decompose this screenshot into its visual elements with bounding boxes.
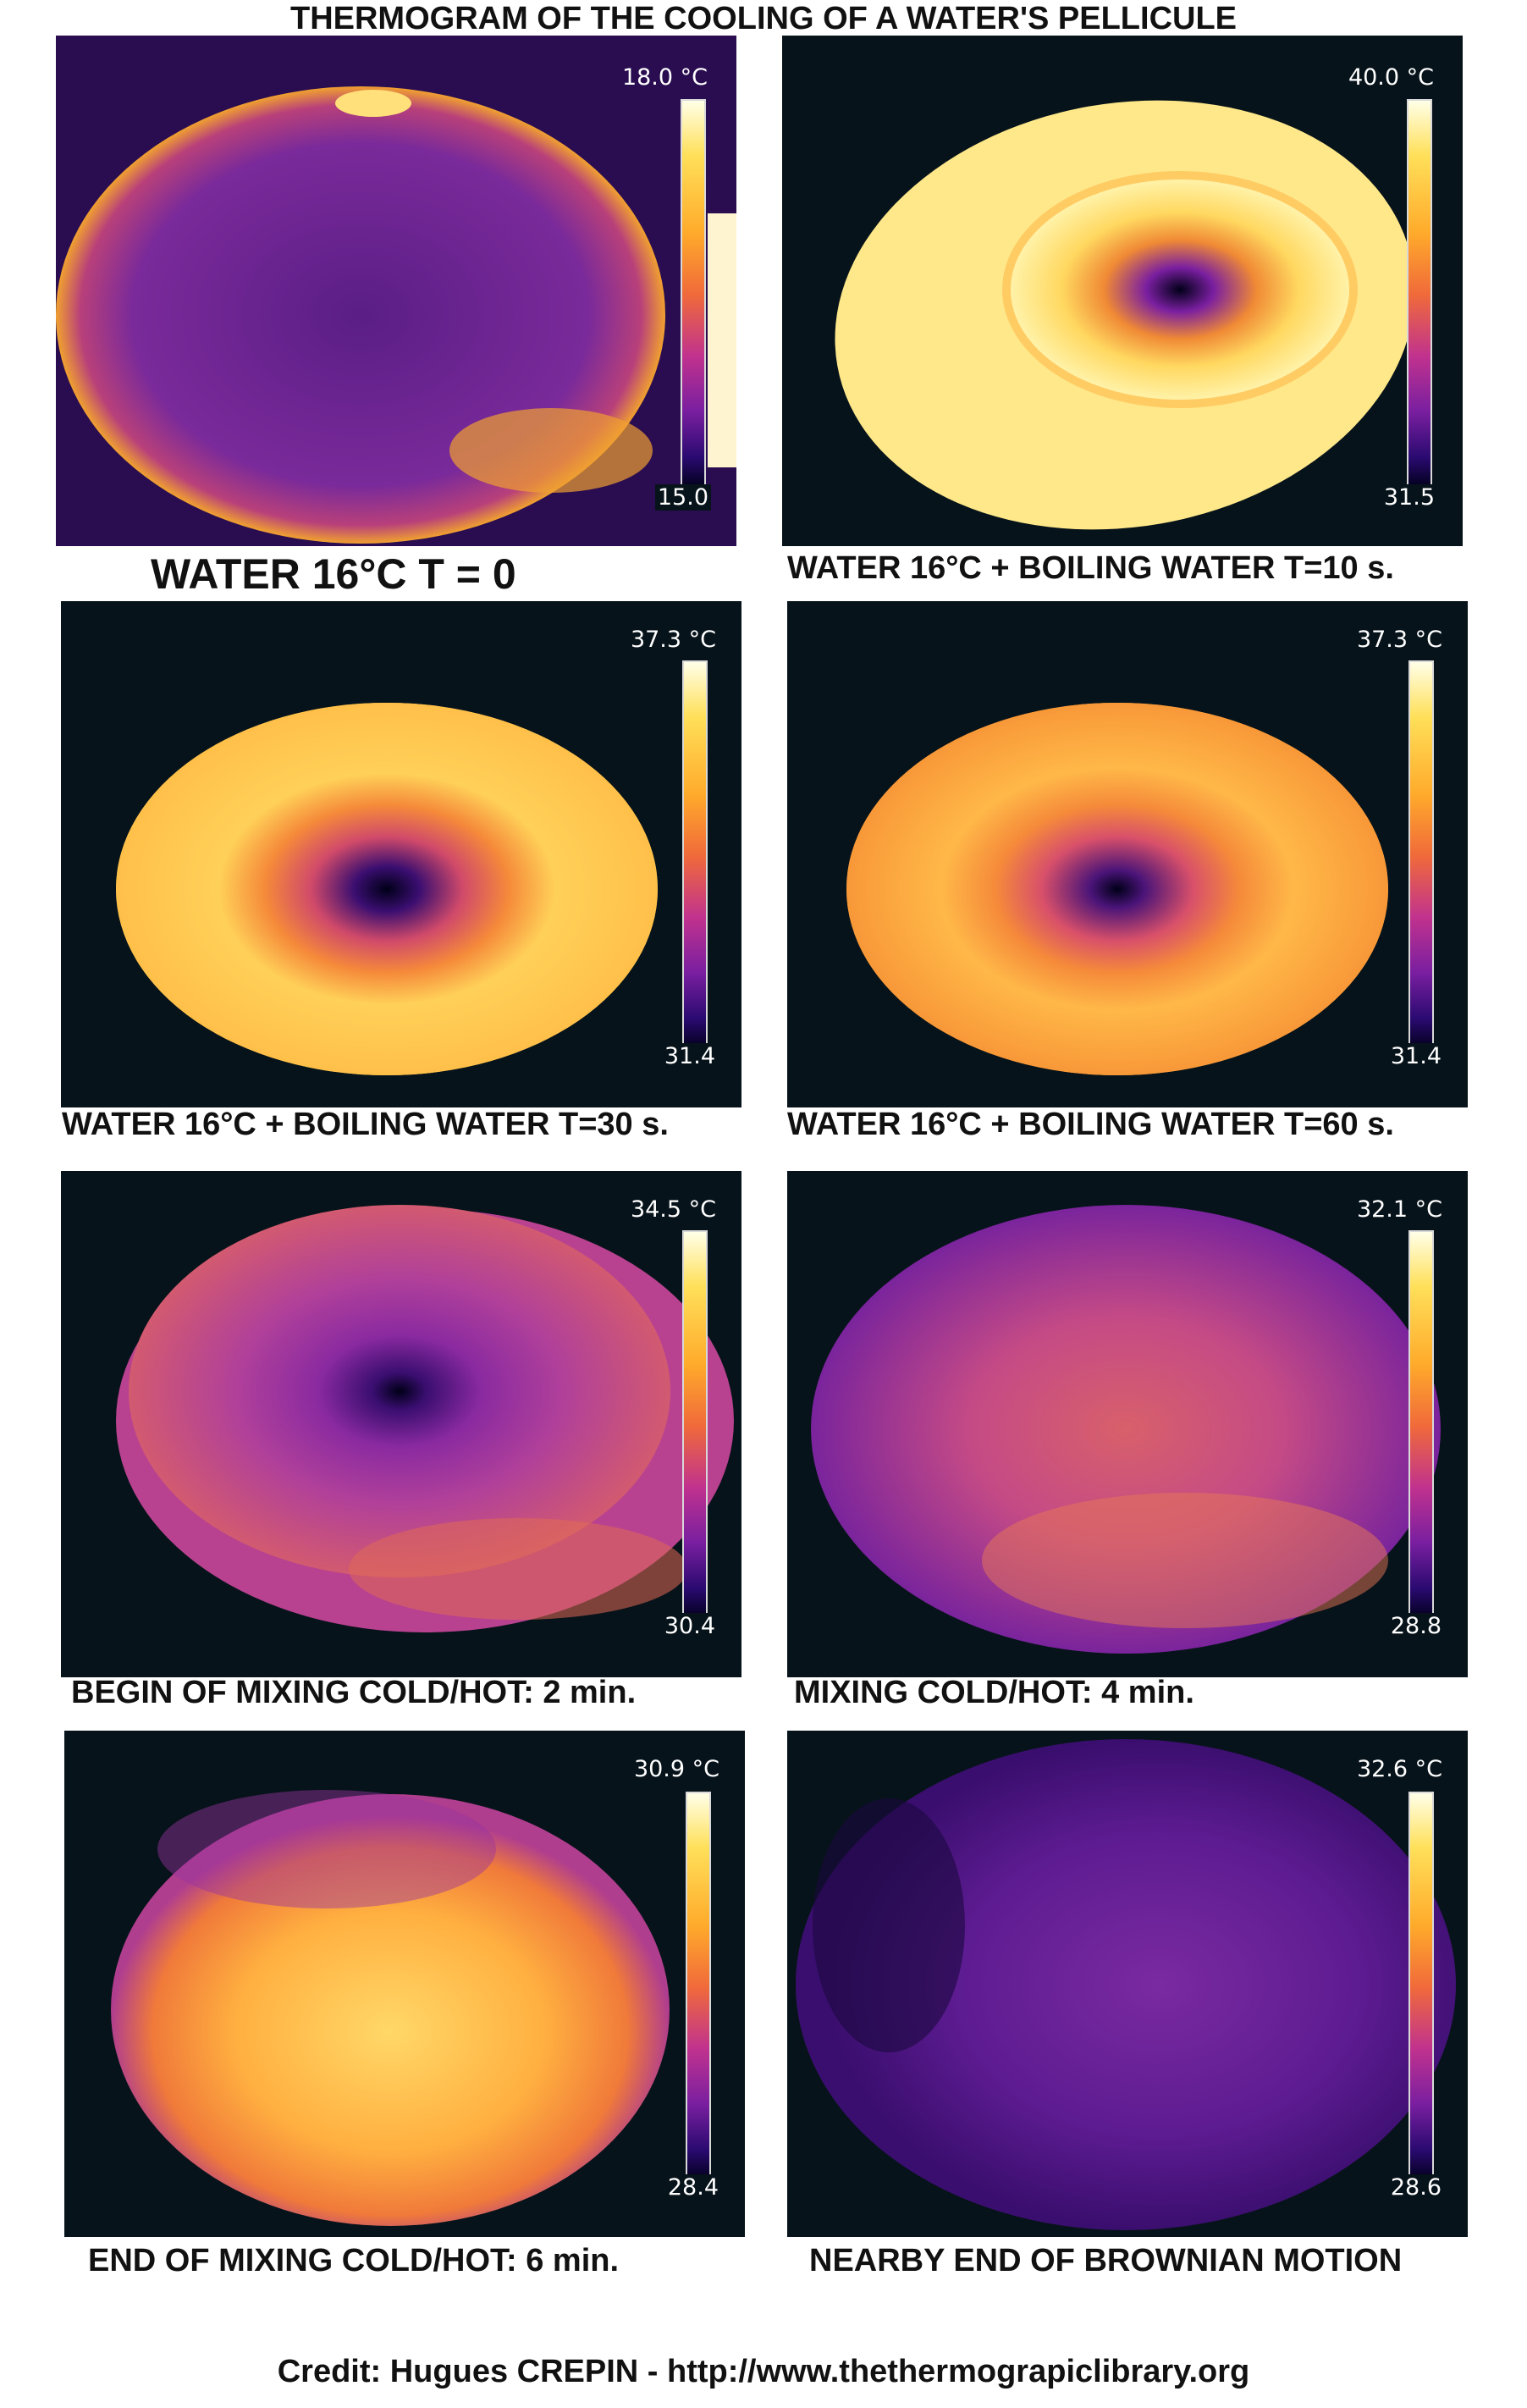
color-scale-bar: [1407, 99, 1432, 490]
caption-7: END OF MIXING COLD/HOT: 6 min.: [88, 2243, 620, 2278]
caption-4: WATER 16°C + BOILING WATER T=60 s.: [787, 1107, 1394, 1142]
scale-min-label: 31.4: [661, 1043, 718, 1069]
thermogram-panel-1: 18.0 °C 15.0: [56, 36, 736, 546]
scale-min-label: 28.6: [1387, 2174, 1444, 2201]
caption-6: MIXING COLD/HOT: 4 min.: [794, 1675, 1194, 1710]
scale-min-label: 31.5: [1381, 484, 1437, 511]
thermogram-image-6: [811, 1205, 1441, 1654]
scale-max-label: 37.3 °C: [630, 627, 716, 653]
scale-min-label: 28.4: [664, 2174, 721, 2201]
scale-min-label: 30.4: [661, 1613, 718, 1639]
caption-2: WATER 16°C + BOILING WATER T=10 s.: [787, 550, 1394, 586]
color-scale-bar: [682, 1230, 708, 1621]
thermogram-panel-2: 40.0 °C 31.5: [782, 36, 1463, 546]
color-scale-bar: [1408, 1792, 1434, 2183]
color-scale-bar: [1408, 660, 1434, 1052]
scale-min-label: 15.0: [654, 484, 711, 511]
caption-8: NEARBY END OF BROWNIAN MOTION: [809, 2243, 1403, 2278]
thermogram-panel-5: 34.5 °C 30.4: [61, 1171, 741, 1677]
color-scale-bar: [686, 1792, 711, 2183]
thermogram-panel-7: 30.9 °C 28.4: [64, 1731, 745, 2237]
color-scale-bar: [682, 660, 708, 1052]
page-title: THERMOGRAM OF THE COOLING OF A WATER'S P…: [289, 1, 1238, 36]
scale-min-label: 28.8: [1387, 1613, 1444, 1639]
thermogram-image-7: [111, 1790, 670, 2226]
scale-max-label: 40.0 °C: [1348, 64, 1434, 91]
color-scale-bar: [681, 99, 706, 490]
credit-line: Credit: Hugues CREPIN - http://www.theth…: [277, 2354, 1250, 2389]
scale-min-label: 31.4: [1387, 1043, 1444, 1069]
thermogram-panel-4: 37.3 °C 31.4: [787, 601, 1468, 1107]
scale-max-label: 34.5 °C: [630, 1196, 716, 1223]
scale-max-label: 30.9 °C: [633, 1756, 719, 1782]
caption-1: WATER 16°C T = 0: [151, 550, 516, 598]
thermogram-image-2: [835, 100, 1415, 530]
scale-max-label: 32.1 °C: [1356, 1196, 1442, 1223]
scale-max-label: 37.3 °C: [1356, 627, 1442, 653]
scale-max-label: 18.0 °C: [621, 64, 708, 91]
caption-3: WATER 16°C + BOILING WATER T=30 s.: [62, 1107, 669, 1142]
thermogram-panel-8: 32.6 °C 28.6: [787, 1731, 1468, 2237]
thermogram-image-4: [846, 703, 1388, 1075]
thermogram-image-8: [796, 1739, 1456, 2230]
thermogram-image-3: [116, 703, 658, 1075]
caption-5: BEGIN OF MIXING COLD/HOT: 2 min.: [71, 1675, 637, 1710]
thermogram-image-5: [116, 1205, 734, 1632]
color-scale-bar: [1408, 1230, 1434, 1621]
thermogram-image-1: [56, 36, 736, 546]
thermogram-panel-6: 32.1 °C 28.8: [787, 1171, 1468, 1677]
scale-max-label: 32.6 °C: [1356, 1756, 1442, 1782]
thermogram-panel-3: 37.3 °C 31.4: [61, 601, 741, 1107]
